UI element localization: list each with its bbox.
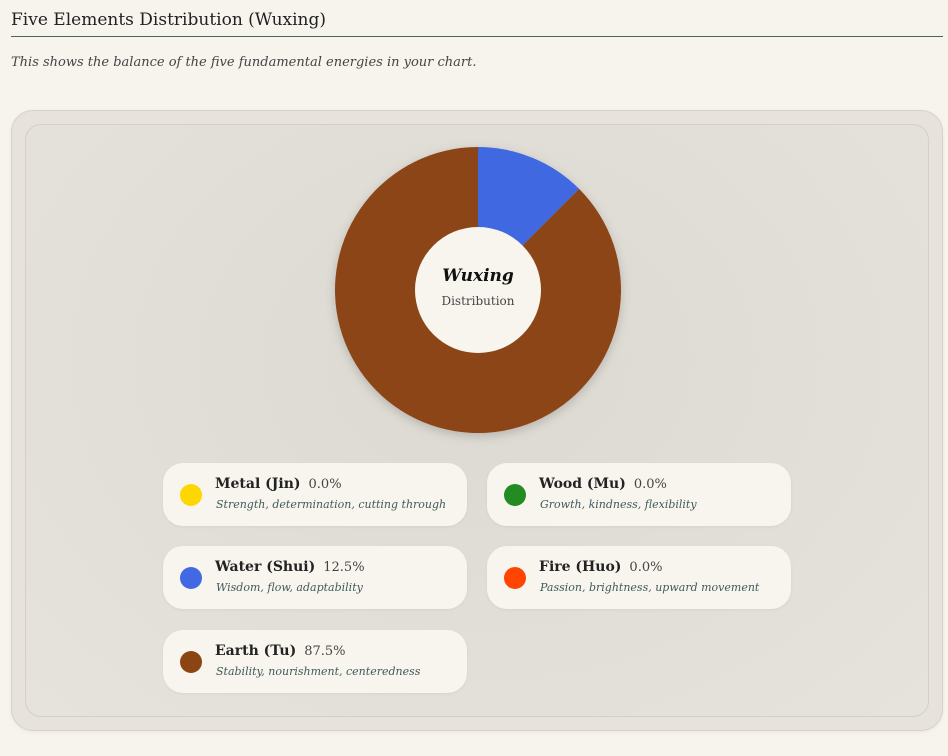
legend-percent: 87.5% [304, 644, 346, 659]
earth-color-dot [180, 651, 202, 673]
legend-card-metal[interactable]: Metal (Jin) 0.0% Strength, determination,… [163, 463, 467, 526]
page-header: Five Elements Distribution (Wuxing) [11, 8, 943, 37]
donut-chart-svg [335, 147, 621, 434]
chart-center-subtitle: Distribution [441, 294, 515, 308]
legend-description: Wisdom, flow, adaptability [216, 581, 363, 594]
page-subtitle: This shows the balance of the five funda… [11, 55, 477, 70]
legend-name: Earth (Tu) [215, 643, 297, 659]
legend-percent: 0.0% [308, 477, 342, 492]
legend-description: Growth, kindness, flexibility [540, 498, 697, 511]
wood-color-dot [504, 484, 526, 506]
legend-description: Stability, nourishment, centeredness [216, 665, 421, 678]
legend-percent: 0.0% [629, 560, 663, 575]
donut-hole [415, 227, 541, 353]
legend-card-water[interactable]: Water (Shui) 12.5% Wisdom, flow, adaptabi… [163, 546, 467, 609]
legend-percent: 0.0% [633, 477, 667, 492]
legend-description: Passion, brightness, upward movement [540, 581, 760, 594]
chart-center-title: Wuxing [442, 266, 514, 286]
page-title: Five Elements Distribution (Wuxing) [11, 10, 327, 30]
legend-card-fire[interactable]: Fire (Huo) 0.0% Passion, brightness, upwa… [487, 546, 791, 609]
water-color-dot [180, 567, 202, 589]
legend-card-wood[interactable]: Wood (Mu) 0.0% Growth, kindness, flexibil… [487, 463, 791, 526]
legend-name: Wood (Mu) [539, 476, 626, 492]
legend-description: Strength, determination, cutting through [216, 498, 447, 511]
legend-card-earth[interactable]: Earth (Tu) 87.5% Stability, nourishment, … [163, 630, 467, 693]
metal-color-dot [180, 484, 202, 506]
legend-name: Water (Shui) [215, 559, 316, 575]
donut-chart: Wuxing Distribution [330, 144, 626, 440]
legend-name: Metal (Jin) [215, 476, 301, 492]
fire-color-dot [504, 567, 526, 589]
legend-percent: 12.5% [323, 560, 365, 575]
legend-name: Fire (Huo) [539, 559, 622, 575]
